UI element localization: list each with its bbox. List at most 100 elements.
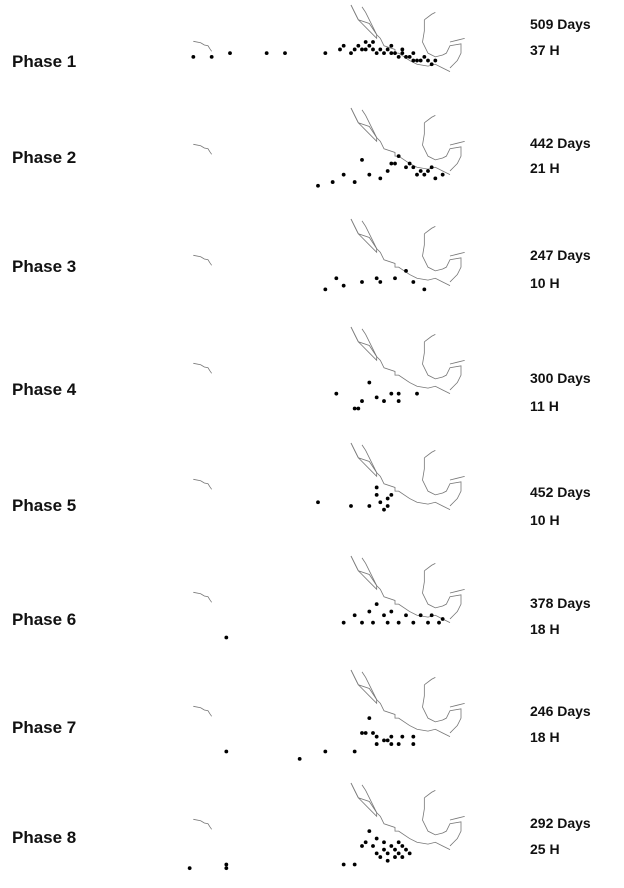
phase-panel-5: Phase 5 452 Days 10 H	[0, 438, 624, 548]
coastline-hawaii	[193, 818, 212, 830]
phase-label: Phase 2	[12, 148, 77, 167]
days-label: 246 Days	[530, 703, 591, 719]
hurricane-point	[389, 161, 394, 166]
coastline-gulf	[422, 570, 462, 620]
hurricane-point	[374, 734, 379, 739]
hurricane-point	[404, 268, 408, 273]
hurricane-point	[396, 154, 401, 159]
hurricane-point	[224, 635, 229, 640]
hurricane-point	[316, 500, 320, 505]
hurricane-point	[323, 287, 328, 292]
hurricane-point	[407, 161, 412, 166]
phase-label: Phase 1	[12, 52, 77, 71]
phase-map	[191, 4, 465, 73]
hurricane-point	[367, 716, 372, 721]
coastline-texas	[424, 677, 436, 686]
hurricane-point	[440, 617, 445, 621]
coastline-cuba	[449, 359, 465, 365]
hurricane-point	[393, 847, 397, 852]
hurricane-point	[316, 183, 320, 188]
coastline-baja	[350, 782, 378, 818]
hurricane-point	[356, 406, 361, 411]
phase-panel-2: Phase 2 442 Days 21 H	[0, 103, 624, 213]
hurricane-point	[283, 51, 287, 56]
coastline-texas	[424, 226, 436, 235]
coastline-texas	[424, 334, 436, 343]
hurricane-point	[396, 840, 401, 845]
hurricane-point	[209, 54, 214, 59]
hurricane-point	[422, 172, 427, 177]
hurricane-point	[374, 395, 379, 400]
hurricane-point	[382, 613, 386, 618]
coastline-baja	[350, 4, 378, 40]
days-label: 442 Days	[530, 135, 591, 151]
hurricane-point	[396, 620, 401, 625]
hits-label: 18 H	[530, 729, 560, 745]
hurricane-point	[330, 180, 335, 184]
hurricane-point	[352, 47, 357, 52]
days-label: 509 Days	[530, 16, 591, 32]
hits-label: 37 H	[530, 42, 560, 58]
days-label: 300 Days	[530, 370, 591, 386]
hurricane-point	[371, 40, 375, 44]
hits-label: 21 H	[530, 160, 560, 176]
hurricane-point	[264, 51, 269, 56]
coastline-baja	[350, 218, 378, 254]
hurricane-point	[378, 500, 383, 505]
hurricane-point	[385, 504, 390, 508]
coastline-gulf	[422, 457, 462, 507]
hurricane-point	[400, 51, 405, 56]
hurricane-point	[349, 51, 353, 56]
coastline-texas	[424, 12, 436, 21]
hits-label: 18 H	[530, 621, 560, 637]
phase-label: Phase 7	[12, 718, 77, 737]
hits-label: 11 H	[530, 398, 559, 414]
hurricane-point	[367, 380, 372, 385]
phase-label: Phase 6	[12, 610, 77, 629]
hurricane-point	[385, 47, 390, 52]
hurricane-point	[323, 51, 328, 56]
hurricane-point	[426, 620, 430, 625]
hits-label: 10 H	[530, 275, 560, 291]
hurricane-point	[360, 731, 364, 735]
hurricane-point	[429, 62, 434, 67]
hurricane-point	[378, 176, 383, 181]
coastline-cuba	[449, 37, 465, 43]
hurricane-point	[411, 165, 416, 170]
hurricane-point	[367, 609, 372, 614]
coastline-cuba	[449, 588, 465, 594]
phase-panel-1: Phase 1 509 Days 37 H	[0, 0, 624, 110]
coastline-gulf	[422, 122, 462, 172]
days-label: 247 Days	[530, 247, 591, 263]
hurricane-point	[363, 731, 368, 735]
coastline-cuba	[449, 475, 465, 481]
hurricane-point	[360, 844, 364, 848]
hurricane-point	[422, 287, 427, 292]
hurricane-point	[407, 54, 412, 59]
hurricane-point	[334, 276, 339, 281]
hurricane-point	[393, 51, 397, 56]
hurricane-point	[389, 609, 394, 614]
coastline-gulf	[422, 19, 462, 69]
coastline-hawaii	[193, 254, 212, 266]
hurricane-point	[374, 602, 379, 607]
hurricane-point	[371, 731, 375, 735]
hurricane-point	[341, 172, 346, 177]
phase-map	[193, 669, 465, 761]
phase-map	[193, 442, 465, 512]
hurricane-point	[404, 165, 408, 170]
coastline-gulf	[422, 233, 462, 283]
hurricane-point	[433, 176, 438, 181]
hurricane-point	[418, 613, 423, 618]
hurricane-point	[363, 40, 368, 44]
phase-map	[187, 782, 465, 871]
coastline-hawaii	[193, 362, 212, 374]
phase-label: Phase 5	[12, 496, 77, 515]
coastline-pacific	[350, 555, 451, 624]
hurricane-point	[382, 847, 386, 852]
hurricane-point	[371, 620, 375, 625]
phase-panel-4: Phase 4 300 Days 11 H	[0, 322, 624, 432]
phase-panel-3: Phase 3 247 Days 10 H	[0, 214, 624, 324]
phase-panel-8: Phase 8 292 Days 25 H	[0, 778, 624, 888]
coastline-gulf	[422, 797, 462, 847]
